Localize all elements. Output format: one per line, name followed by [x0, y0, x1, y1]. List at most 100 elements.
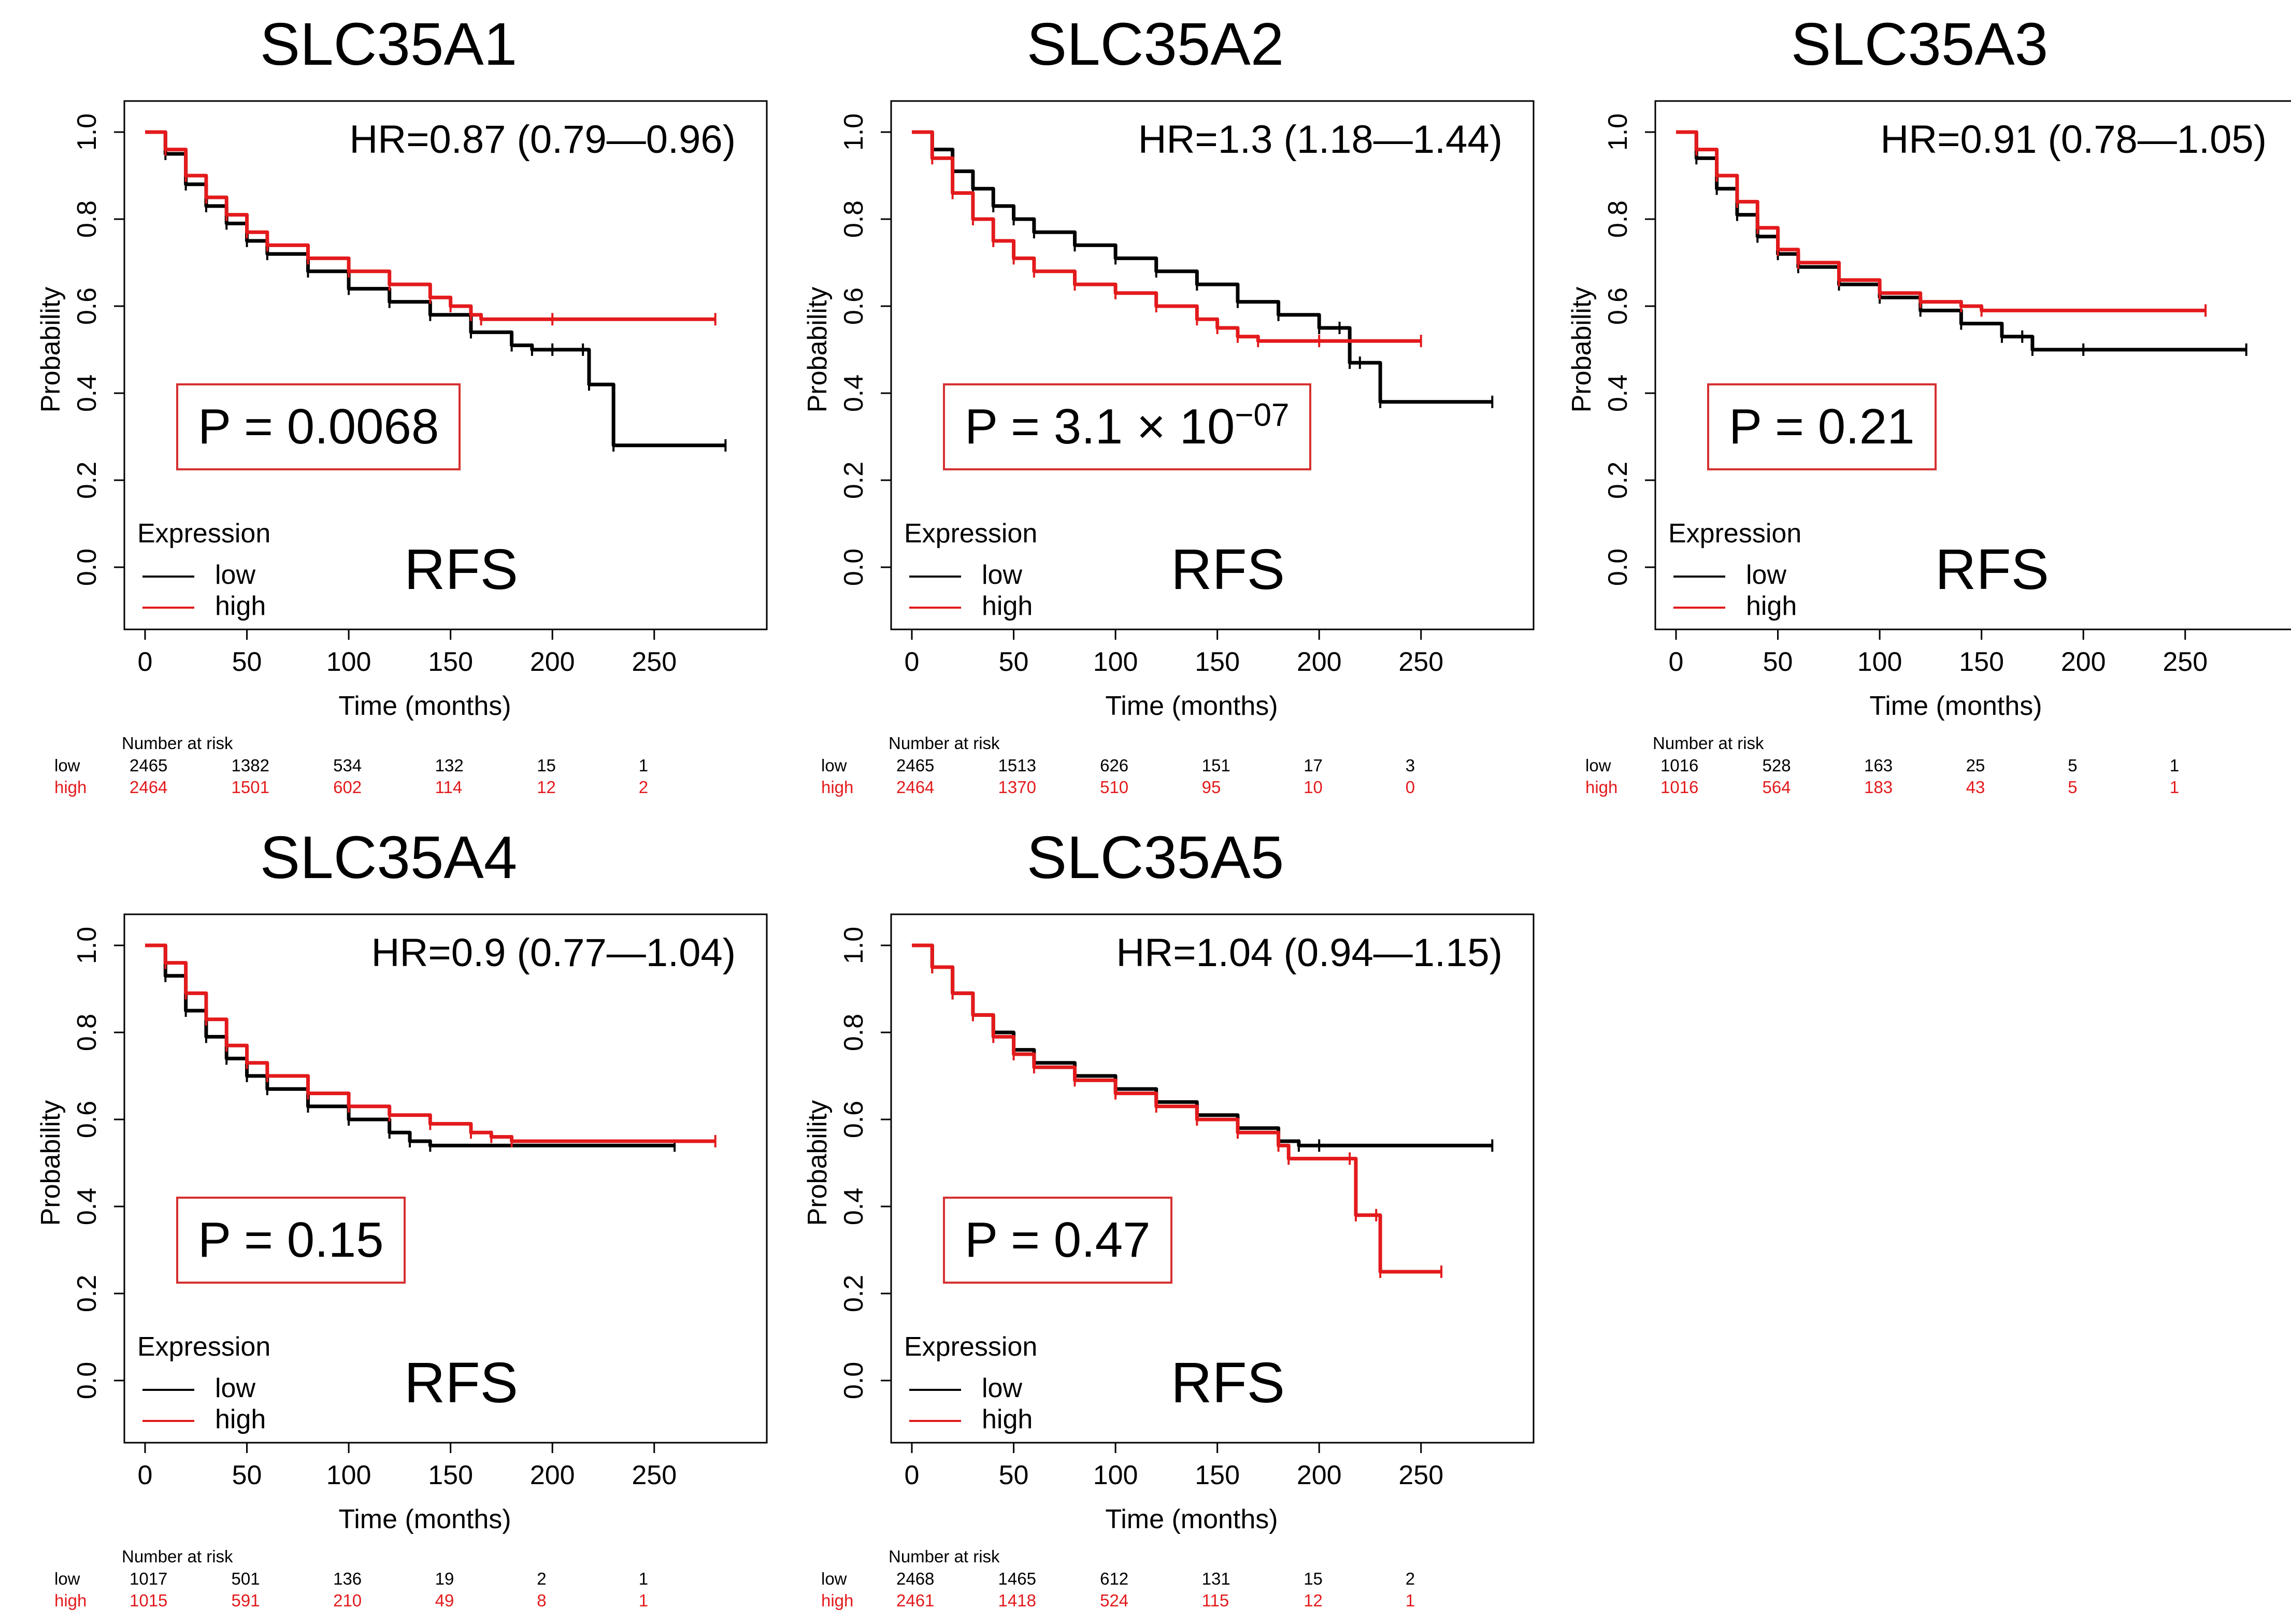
legend-item-low: low: [909, 559, 1022, 591]
risk-row-label-low: low: [821, 1569, 847, 1588]
risk-cell: 2465: [896, 756, 935, 775]
x-tick-label: 150: [1195, 1460, 1240, 1490]
km-curve-low: [912, 130, 1493, 404]
hazard-ratio: HR=1.3 (1.18—1.44): [1138, 118, 1502, 162]
y-tick-label: 0.8: [839, 200, 869, 238]
endpoint-label: RFS: [1171, 538, 1285, 601]
legend-swatch-high: [909, 1420, 961, 1422]
y-tick-label: 0.0: [72, 549, 102, 586]
legend-label-low: low: [1746, 560, 1787, 590]
risk-cell: 2: [1405, 1569, 1415, 1588]
p-value-box: P = 0.0068: [176, 383, 461, 470]
x-tick-label: 100: [1093, 1460, 1138, 1490]
x-tick-label: 200: [1297, 1460, 1342, 1490]
y-tick-label: 0.0: [1603, 549, 1633, 586]
y-tick-label: 1.0: [72, 113, 102, 151]
x-axis-label: Time (months): [1105, 691, 1278, 721]
risk-cell: 1016: [1660, 756, 1699, 775]
gene-title: SLC35A4: [260, 824, 518, 891]
legend-item-low: low: [142, 559, 255, 591]
risk-cell: 2468: [896, 1569, 935, 1588]
x-tick-label: 200: [1297, 647, 1342, 677]
p-value-box: P = 0.15: [176, 1197, 406, 1284]
p-value-box: P = 0.21: [1707, 383, 1937, 470]
p-value-exponent: −07: [1235, 397, 1290, 433]
legend-swatch-low: [909, 576, 961, 578]
risk-cell: 10: [1304, 778, 1323, 797]
risk-row-label-high: high: [821, 778, 854, 797]
legend-swatch-low: [142, 1389, 194, 1391]
x-tick-label: 100: [1093, 647, 1138, 677]
risk-cell: 1501: [231, 778, 269, 797]
risk-row-label-high: high: [54, 778, 87, 797]
legend-label-high: high: [215, 591, 266, 621]
x-tick-label: 250: [1398, 1460, 1443, 1490]
legend-swatch-low: [1673, 576, 1725, 578]
risk-cell: 2464: [896, 778, 935, 797]
risk-cell: 510: [1100, 778, 1129, 797]
risk-table-header: Number at risk: [122, 734, 233, 753]
x-tick-label: 150: [1959, 647, 2004, 677]
p-value-mantissa: P = 3.1 × 10: [965, 399, 1235, 454]
y-tick-label: 0.8: [72, 1014, 102, 1051]
risk-cell: 2: [537, 1569, 547, 1588]
risk-cell: 1: [638, 1591, 649, 1610]
endpoint-label: RFS: [1171, 1351, 1285, 1415]
y-tick-label: 0.2: [839, 1275, 869, 1312]
x-axis-label: Time (months): [1869, 691, 2042, 721]
risk-cell: 183: [1864, 778, 1893, 797]
x-tick-label: 100: [1857, 647, 1902, 677]
y-tick-label: 0.0: [72, 1362, 102, 1399]
km-panel: SLC35A1 0 50 100 150 200 250 Time (months) 0.0 0.…: [21, 10, 768, 797]
legend-title: Expression: [904, 1332, 1038, 1362]
risk-cell: 1: [1405, 1591, 1415, 1610]
x-tick-label: 250: [632, 1460, 677, 1490]
y-tick-label: 1.0: [1603, 113, 1633, 151]
y-tick-label: 0.2: [1603, 462, 1633, 499]
risk-cell: 602: [333, 778, 362, 797]
risk-cell: 1465: [998, 1569, 1036, 1588]
legend-swatch-high: [909, 607, 961, 609]
legend-item-high: high: [142, 1404, 266, 1435]
legend-item-high: high: [1673, 591, 1797, 622]
gene-title: SLC35A5: [1026, 824, 1284, 891]
risk-cell: 132: [435, 756, 464, 775]
y-tick-label: 0.2: [72, 1275, 102, 1312]
legend-title: Expression: [904, 519, 1038, 549]
risk-cell: 1: [638, 756, 649, 775]
risk-cell: 1016: [1660, 778, 1699, 797]
y-axis-label: Probability: [1567, 287, 1597, 413]
x-tick-label: 100: [326, 1460, 371, 1490]
risk-cell: 528: [1762, 756, 1791, 775]
risk-table-header: Number at risk: [122, 1547, 233, 1566]
y-tick-label: 0.6: [839, 288, 869, 325]
risk-row-label-low: low: [54, 756, 80, 775]
legend-item-low: low: [1673, 559, 1786, 591]
legend-label-low: low: [982, 560, 1023, 590]
legend-swatch-low: [142, 576, 194, 578]
risk-cell: 12: [1304, 1591, 1323, 1610]
legend-item-high: high: [142, 591, 266, 622]
x-tick-label: 200: [2061, 647, 2106, 677]
x-axis-label: Time (months): [338, 691, 511, 721]
risk-cell: 210: [333, 1591, 362, 1610]
risk-cell: 1015: [130, 1591, 168, 1610]
km-curve-high: [145, 943, 715, 1143]
legend-title: Expression: [137, 1332, 271, 1362]
y-tick-label: 0.6: [72, 288, 102, 325]
km-panel: SLC35A5 0 50 100 150 200 250 Time (months) 0.0 0.…: [787, 824, 1535, 1610]
endpoint-label: RFS: [404, 538, 518, 601]
y-tick-label: 0.6: [72, 1101, 102, 1138]
risk-cell: 15: [537, 756, 556, 775]
km-plot: 0 50 100 150 200 250 Time (months) 0.0 0.2 0.4 0.6…: [803, 100, 1535, 721]
risk-row-label-high: high: [1585, 778, 1618, 797]
y-tick-label: 0.2: [839, 462, 869, 499]
km-panel: SLC35A2 0 50 100 150 200 250 Time (months) 0.0 0.…: [787, 10, 1535, 797]
risk-table-header: Number at risk: [889, 734, 1000, 753]
y-tick-label: 0.4: [72, 1188, 102, 1225]
legend-item-low: low: [142, 1373, 255, 1404]
y-axis-label: Probability: [803, 287, 833, 413]
y-tick-label: 0.8: [839, 1014, 869, 1051]
risk-cell: 1: [2169, 756, 2180, 775]
x-tick-label: 0: [138, 1460, 153, 1490]
